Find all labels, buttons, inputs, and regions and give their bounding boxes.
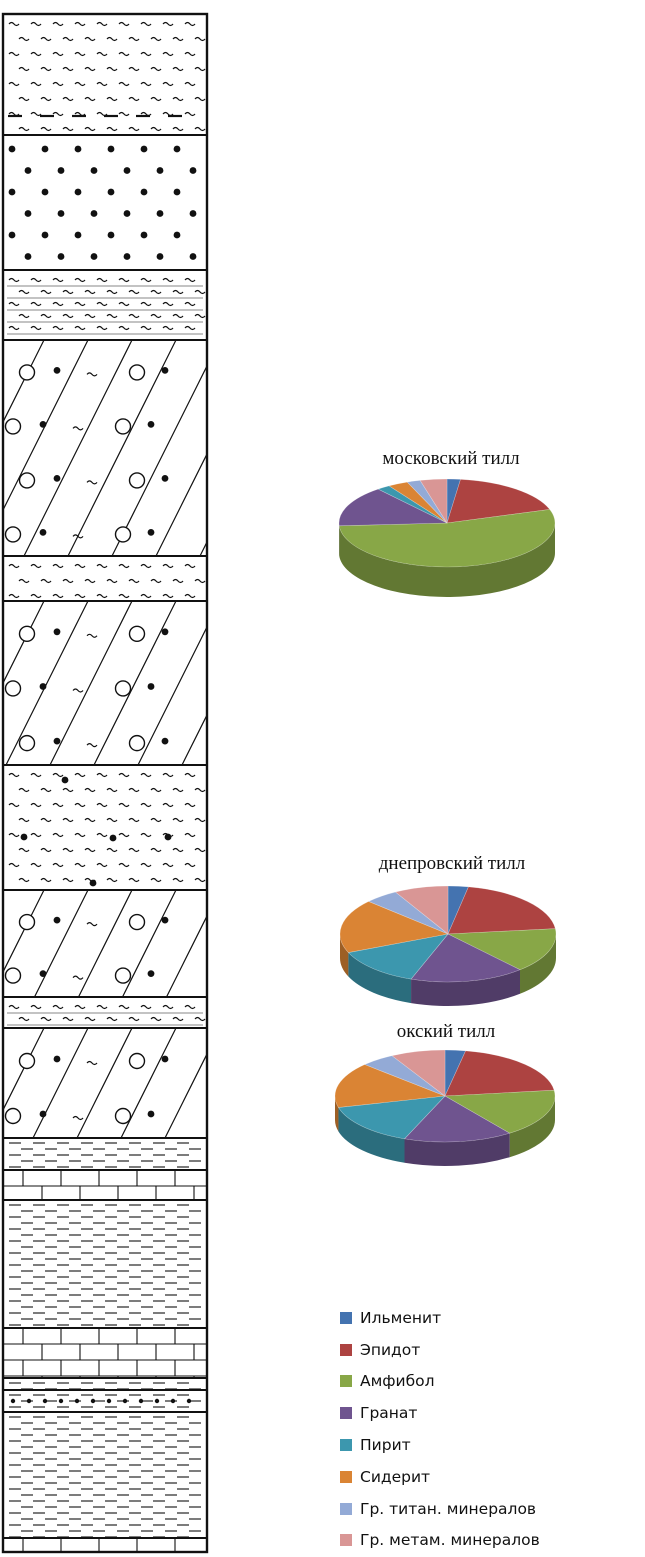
pie-slice: Амфибол [446,928,557,971]
pie-slice: Эпидот [446,479,551,524]
legend-swatch [340,1407,352,1420]
pie-chart-moscow-till: московский тилл ИльменитЭпидотАмфиболГра… [338,448,556,597]
pie-slice-side [520,934,556,994]
legend-item: Сидерит [340,1461,540,1493]
legend-item: Пирит [340,1429,540,1461]
legend-item: Гранат [340,1397,540,1429]
pie-slice: Пирит [377,485,448,524]
legend-item: Гр. титан. минералов [340,1493,540,1525]
pie-slice: Гр. метам. минералов [394,885,449,935]
chart-title: окский тилл [397,1021,496,1042]
pie-slice: Амфибол [338,509,556,568]
pie-slice-side [348,952,412,1004]
pie-slice-side [411,969,521,1006]
legend-label: Гр. титан. минералов [360,1499,537,1518]
legend-item: Гр. метам. минералов [340,1525,540,1557]
legend-label: Гранат [360,1404,418,1423]
pie-slice: Гр. титан. минералов [367,891,449,935]
legend-label: Сидерит [360,1467,431,1486]
pie-slice-side [338,1107,405,1163]
pie-slice: Сидерит [334,1064,446,1108]
legend-label: Амфибол [360,1372,435,1391]
legend-swatch [340,1311,352,1324]
pie-slice-side [404,1133,510,1166]
legend-swatch [340,1534,352,1547]
chart-legend: Ильменит Эпидот Амфибол Гранат Пирит Сид… [340,1302,540,1556]
stratigraphic-column [0,0,215,1557]
legend-item: Ильменит [340,1302,540,1334]
pie-slice-side [335,1096,339,1132]
pie-slice: Эпидот [447,886,556,935]
pie-slice: Сидерит [339,901,450,953]
pie-slice: Гр. титан. минералов [406,480,448,524]
chart-title: днепровский тилл [379,853,526,874]
pie-slice: Ильменит [447,885,469,935]
pie-slice-side [509,1096,555,1158]
pie-chart-oka-till: окский тилл ИльменитЭпидотАмфиболГранатП… [334,1021,556,1166]
pie-slice: Пирит [347,933,449,980]
pie-slice: Пирит [337,1095,446,1140]
pie-slice: Эпидот [444,1050,555,1097]
pie-slice: Гранат [403,1095,511,1143]
pie-slice: Гр. метам. минералов [391,1049,446,1097]
pie-slice: Амфибол [443,1089,556,1134]
legend-label: Пирит [360,1436,411,1455]
legend-item: Амфибол [340,1366,540,1398]
pie-slice: Гр. метам. минералов [419,478,448,525]
pie-slice-side [340,934,349,977]
pie-slice: Гр. титан. минералов [364,1055,446,1097]
legend-swatch [340,1502,352,1515]
legend-swatch [340,1439,352,1452]
pie-slice: Гранат [338,488,448,527]
legend-swatch [340,1470,352,1483]
pie-slice: Ильменит [444,1049,467,1097]
pie-slice: Сидерит [388,481,448,524]
chart-title: московский тилл [382,448,520,469]
legend-label: Ильменит [360,1308,442,1327]
pie-slice: Ильменит [446,478,461,524]
legend-label: Эпидот [360,1340,421,1359]
legend-swatch [340,1375,352,1388]
legend-label: Гр. метам. минералов [360,1531,540,1550]
legend-swatch [340,1343,352,1356]
legend-item: Эпидот [340,1334,540,1366]
pie-slice: Гранат [410,933,521,983]
pie-chart-dnieper-till: днепровский тилл ИльменитЭпидотАмфиболГр… [339,853,557,1006]
pie-slice-side [339,523,555,597]
